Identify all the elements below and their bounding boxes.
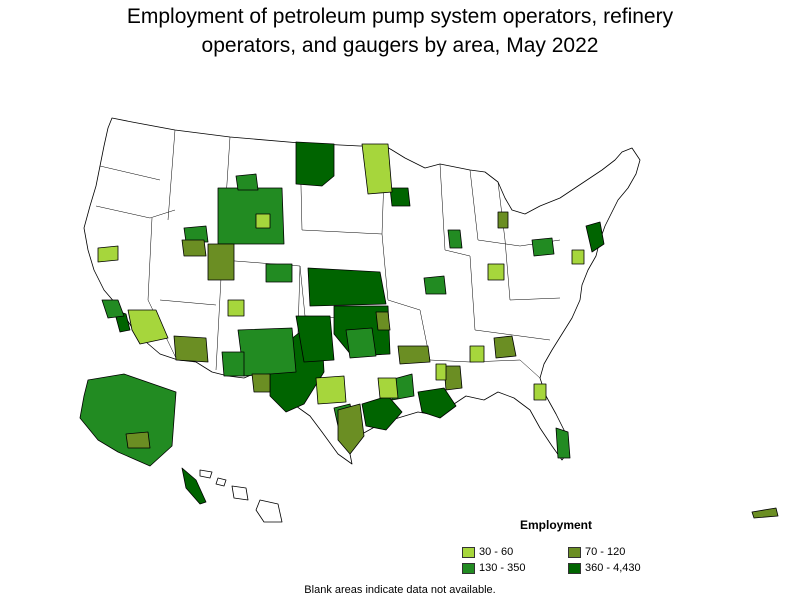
area-idaho-east — [183, 225, 209, 243]
area-gulf-coast-texas — [337, 403, 365, 455]
area-alaska-mainland — [79, 373, 177, 467]
legend-swatch-icon — [568, 562, 581, 574]
area-missouri — [423, 275, 447, 295]
area-east-texas-north — [377, 377, 399, 399]
area-alabama — [435, 363, 447, 381]
area-southwest-new-mexico — [221, 351, 245, 377]
footnote: Blank areas indicate data not available. — [304, 584, 496, 596]
title-line-1: Employment of petroleum pump system oper… — [126, 5, 674, 28]
area-central-new-mexico — [237, 327, 297, 377]
area-puerto-rico — [751, 507, 779, 519]
map-title: Employment of petroleum pump system oper… — [0, 2, 800, 60]
area-montana-central — [235, 173, 259, 191]
legend-label: 360 - 4,430 — [585, 562, 641, 574]
legend-swatch-icon — [462, 562, 475, 574]
areas-level-2 — [125, 211, 779, 519]
area-nevada-south — [227, 299, 245, 317]
area-southeast-new-mexico — [295, 315, 335, 363]
areas-level-4 — [113, 141, 605, 505]
area-southern-california — [127, 309, 169, 345]
legend-item-30-60: 30 - 60 — [462, 546, 513, 558]
area-georgia — [493, 335, 517, 359]
legend-swatch-icon — [462, 546, 475, 558]
area-west-texas-south — [251, 373, 271, 393]
area-north-florida — [533, 383, 547, 401]
area-oklahoma-east — [375, 311, 391, 331]
area-central-texas — [315, 375, 347, 405]
area-kentucky — [487, 263, 505, 281]
area-utah-uinta — [207, 243, 235, 281]
area-western-north-dakota — [295, 141, 335, 187]
area-wyoming-south — [255, 213, 271, 229]
legend-label: 30 - 60 — [479, 546, 514, 558]
area-virginia — [571, 249, 585, 265]
area-arkansas — [397, 345, 431, 365]
legend-item-70-120: 70 - 120 — [568, 546, 625, 558]
area-eastern-north-dakota — [361, 143, 393, 195]
legend-label: 130 - 350 — [479, 562, 526, 574]
area-southern-florida — [555, 427, 571, 459]
area-minnesota-twin-cities — [389, 187, 411, 207]
area-kansas — [307, 267, 387, 307]
area-utah-north — [181, 239, 207, 257]
legend-label: 70 - 120 — [585, 546, 626, 558]
legend-swatch-icon — [568, 546, 581, 558]
area-north-texas — [345, 327, 377, 359]
area-michigan — [497, 211, 509, 229]
legend-item-130-350: 130 - 350 — [462, 562, 525, 574]
area-tennessee — [469, 345, 485, 363]
area-central-california — [101, 299, 125, 319]
area-mississippi — [443, 365, 463, 391]
area-wyoming — [217, 187, 285, 245]
areas-level-1 — [97, 143, 585, 405]
area-illinois — [447, 229, 463, 249]
area-eastern-colorado — [265, 263, 293, 283]
legend-item-360-4430: 360 - 4,430 — [568, 562, 641, 574]
area-pennsylvania — [531, 237, 555, 257]
area-northern-california — [97, 245, 119, 263]
area-alaska-interior — [125, 431, 151, 449]
area-alaska-panhandle — [181, 467, 207, 505]
area-new-jersey — [585, 221, 605, 253]
legend-title: Employment — [520, 518, 593, 532]
area-arizona-east — [173, 335, 209, 363]
area-louisiana-gulf — [417, 387, 457, 419]
title-line-2: operators, and gaugers by area, May 2022 — [201, 34, 599, 57]
hawaii-islands — [199, 469, 283, 523]
